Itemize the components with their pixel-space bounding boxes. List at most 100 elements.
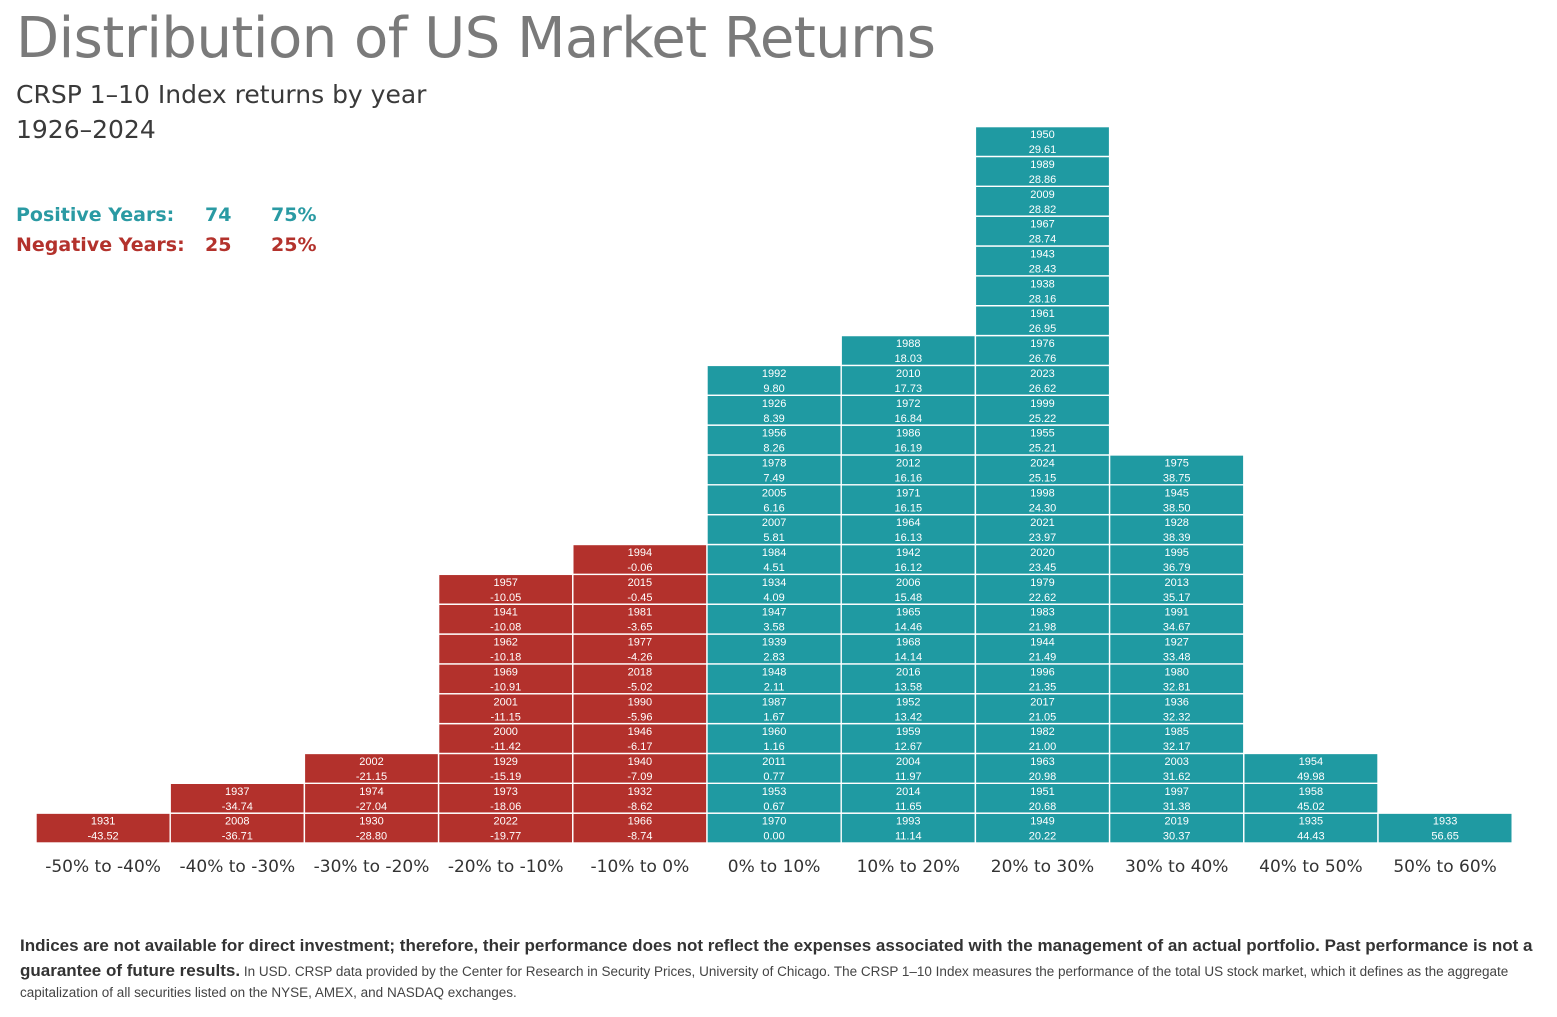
histogram-cell: 2020 23.45 <box>974 543 1111 576</box>
cell-return: 11.65 <box>895 801 922 813</box>
histogram-cell: 1969 -10.91 <box>437 663 574 695</box>
cell-return: 29.61 <box>1029 144 1057 156</box>
histogram-cell: 1982 21.00 <box>974 722 1111 755</box>
cell-return: -10.18 <box>490 652 521 664</box>
cell-return: 26.95 <box>1029 323 1057 335</box>
cell-year: 1948 <box>762 666 786 678</box>
cell-year: 1926 <box>762 398 786 410</box>
cell-year: 1952 <box>896 696 920 708</box>
cell-year: 1945 <box>1164 487 1188 499</box>
cell-return: -6.17 <box>627 741 652 753</box>
disclaimer-footer: Indices are not available for direct inv… <box>20 934 1540 1003</box>
cell-year: 1947 <box>762 607 786 619</box>
cell-box <box>437 693 574 725</box>
histogram-cell: 1981 -3.65 <box>572 603 708 635</box>
cell-year: 1975 <box>1164 457 1188 469</box>
cell-year: 2007 <box>762 517 786 529</box>
histogram-cell: 2010 17.73 <box>840 364 977 396</box>
cell-box <box>974 334 1111 367</box>
cell-return: 0.00 <box>763 831 784 843</box>
histogram-cell: 1937 -34.74 <box>169 782 306 814</box>
cell-return: 14.14 <box>895 652 923 664</box>
cell-return: -5.02 <box>627 681 652 693</box>
cell-return: 1.16 <box>763 741 784 753</box>
histogram-cell: 1996 21.35 <box>974 663 1111 695</box>
cell-box <box>974 573 1111 605</box>
cell-return: -18.06 <box>490 801 521 813</box>
chart-subtitle: CRSP 1–10 Index returns by year <box>16 80 427 109</box>
cell-year: 2002 <box>359 756 383 768</box>
cell-year: 1998 <box>1030 487 1054 499</box>
cell-year: 1937 <box>225 786 249 798</box>
cell-year: 2012 <box>896 457 920 469</box>
cell-box <box>706 633 842 665</box>
histogram-cell: 1984 4.51 <box>706 543 842 576</box>
histogram-cell: 2016 13.58 <box>840 663 977 695</box>
cell-return: 17.73 <box>895 383 923 395</box>
histogram-cell: 1995 36.79 <box>1108 543 1245 576</box>
cell-year: 1960 <box>762 726 786 738</box>
cell-return: 5.81 <box>763 532 784 544</box>
cell-year: 1964 <box>896 517 920 529</box>
cell-return: -4.26 <box>627 652 652 664</box>
cell-return: 14.46 <box>895 622 923 634</box>
cell-year: 1951 <box>1030 786 1054 798</box>
histogram-cell: 1942 16.12 <box>840 543 977 576</box>
cell-return: -10.05 <box>490 592 521 604</box>
cell-year: 1976 <box>1030 338 1054 350</box>
cell-return: 22.62 <box>1029 592 1057 604</box>
cell-year: 1927 <box>1164 637 1188 649</box>
histogram-cell: 1948 2.11 <box>706 663 842 695</box>
cell-year: 1958 <box>1299 786 1323 798</box>
cell-return: 2.11 <box>764 681 785 693</box>
cell-return: 49.98 <box>1297 771 1325 783</box>
cell-return: -5.96 <box>627 711 652 723</box>
cell-box <box>706 722 842 755</box>
cell-year: 1992 <box>762 368 786 380</box>
cell-year: 1982 <box>1030 726 1054 738</box>
cell-box <box>1108 454 1245 486</box>
cell-year: 1983 <box>1030 607 1054 619</box>
cell-box <box>974 812 1111 844</box>
cell-year: 1936 <box>1164 696 1188 708</box>
cell-year: 1933 <box>1433 816 1457 828</box>
cell-box <box>437 782 574 814</box>
cell-box <box>1377 812 1513 844</box>
x-tick-label: 50% to 60% <box>1393 857 1496 877</box>
cell-return: 8.39 <box>763 413 784 425</box>
cell-year: 1930 <box>359 816 383 828</box>
cell-year: 2001 <box>493 696 517 708</box>
cell-return: 16.16 <box>895 472 923 484</box>
cell-box <box>840 752 977 785</box>
histogram-cell: 1939 2.83 <box>706 633 842 665</box>
cell-box <box>437 573 574 605</box>
cell-return: 21.49 <box>1029 652 1057 664</box>
histogram-cell: 1989 28.86 <box>974 155 1111 187</box>
cell-box <box>706 484 842 516</box>
histogram-cell: 1955 25.21 <box>974 424 1111 456</box>
cell-box <box>974 215 1111 247</box>
histogram-cell: 1990 -5.96 <box>572 693 708 725</box>
cell-year: 1980 <box>1164 666 1188 678</box>
histogram-cell: 1976 26.76 <box>974 334 1111 367</box>
cell-year: 1988 <box>896 338 920 350</box>
histogram-cell: 2000 -11.42 <box>437 722 574 755</box>
cell-year: 1989 <box>1030 159 1054 171</box>
cell-return: 35.17 <box>1163 592 1191 604</box>
cell-return: -3.65 <box>627 622 652 634</box>
cell-year: 1959 <box>896 726 920 738</box>
cell-return: -0.45 <box>627 592 652 604</box>
cell-box <box>1108 484 1245 516</box>
cell-return: 38.50 <box>1163 502 1191 514</box>
cell-return: -15.19 <box>490 771 521 783</box>
cell-return: 25.15 <box>1029 472 1057 484</box>
cell-year: 2008 <box>225 816 249 828</box>
histogram-cell: 1947 3.58 <box>706 603 842 635</box>
histogram-cell: 1941 -10.08 <box>437 603 574 635</box>
cell-year: 1932 <box>628 786 652 798</box>
cell-year: 2005 <box>762 487 786 499</box>
cell-return: 38.75 <box>1163 472 1191 484</box>
histogram-cell: 1979 22.62 <box>974 573 1111 605</box>
histogram-cell: 2001 -11.15 <box>437 693 574 725</box>
cell-return: 24.30 <box>1029 502 1057 514</box>
